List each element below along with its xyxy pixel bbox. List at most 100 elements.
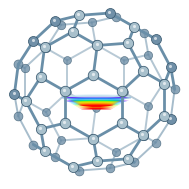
Point	[94, 107, 97, 110]
Point	[66, 59, 69, 62]
Point	[162, 113, 165, 116]
Point	[23, 98, 26, 101]
Point	[141, 133, 144, 136]
Point	[132, 24, 135, 27]
Polygon shape	[67, 98, 125, 103]
Point	[126, 157, 129, 160]
Point	[162, 81, 165, 84]
Point	[60, 23, 63, 26]
Polygon shape	[77, 104, 115, 108]
Point	[162, 81, 165, 84]
Point	[120, 122, 123, 125]
Point	[12, 92, 15, 95]
Point	[32, 143, 35, 146]
Point	[92, 74, 95, 77]
Point	[126, 156, 129, 159]
Polygon shape	[76, 103, 117, 108]
Point	[53, 20, 56, 23]
Point	[169, 118, 172, 121]
Point	[169, 65, 172, 68]
Point	[143, 31, 146, 34]
Point	[66, 91, 69, 94]
Point	[119, 89, 122, 92]
Point	[96, 44, 99, 47]
Point	[39, 76, 42, 79]
Point	[95, 43, 98, 46]
Polygon shape	[71, 100, 122, 105]
Point	[154, 141, 157, 144]
Point	[142, 134, 145, 137]
Point	[153, 36, 156, 40]
Point	[143, 135, 146, 138]
Point	[169, 66, 172, 69]
Point	[13, 93, 16, 96]
Point	[78, 14, 81, 17]
Point	[173, 88, 176, 91]
Point	[90, 21, 93, 24]
Point	[108, 167, 111, 170]
Point	[42, 148, 45, 151]
Point	[71, 29, 74, 32]
Point	[60, 139, 63, 142]
Point	[24, 99, 27, 102]
Point	[142, 70, 145, 73]
Point	[23, 98, 26, 101]
Point	[43, 46, 46, 49]
Point	[53, 155, 56, 158]
Polygon shape	[74, 102, 119, 107]
Point	[38, 126, 41, 129]
Point	[71, 30, 74, 33]
Point	[23, 67, 26, 70]
Point	[64, 122, 67, 125]
Point	[108, 10, 111, 13]
Point	[141, 69, 144, 72]
Point	[17, 63, 20, 66]
Point	[154, 38, 157, 41]
Point	[115, 15, 118, 18]
Point	[133, 161, 136, 164]
Point	[42, 45, 45, 48]
Point	[163, 82, 166, 85]
Point	[43, 149, 46, 153]
Point	[147, 53, 150, 56]
Point	[169, 117, 172, 120]
Point	[147, 105, 150, 108]
Point	[63, 88, 66, 91]
Point	[32, 40, 35, 43]
Point	[126, 42, 129, 45]
Point	[96, 160, 99, 163]
Point	[92, 138, 95, 141]
Polygon shape	[79, 105, 113, 110]
Point	[77, 13, 80, 16]
Point	[44, 111, 47, 114]
Point	[71, 166, 74, 169]
Point	[39, 127, 42, 130]
Polygon shape	[64, 97, 129, 101]
Point	[38, 75, 41, 78]
Point	[115, 150, 118, 153]
Point	[122, 59, 125, 62]
Point	[95, 159, 98, 162]
Point	[53, 19, 56, 22]
Polygon shape	[72, 101, 120, 106]
Polygon shape	[69, 99, 124, 104]
Point	[108, 12, 111, 15]
Point	[71, 164, 74, 167]
Point	[64, 90, 67, 93]
Point	[163, 114, 166, 117]
Point	[78, 169, 81, 172]
Point	[126, 40, 129, 43]
Point	[31, 39, 34, 42]
Point	[91, 73, 94, 76]
Point	[133, 25, 136, 28]
Polygon shape	[62, 97, 130, 101]
Point	[91, 137, 94, 140]
Point	[94, 43, 97, 46]
Point	[119, 121, 122, 124]
Point	[90, 137, 93, 140]
Point	[120, 90, 123, 93]
Point	[17, 115, 20, 118]
Ellipse shape	[69, 95, 124, 98]
Point	[63, 121, 66, 124]
Point	[122, 91, 125, 94]
